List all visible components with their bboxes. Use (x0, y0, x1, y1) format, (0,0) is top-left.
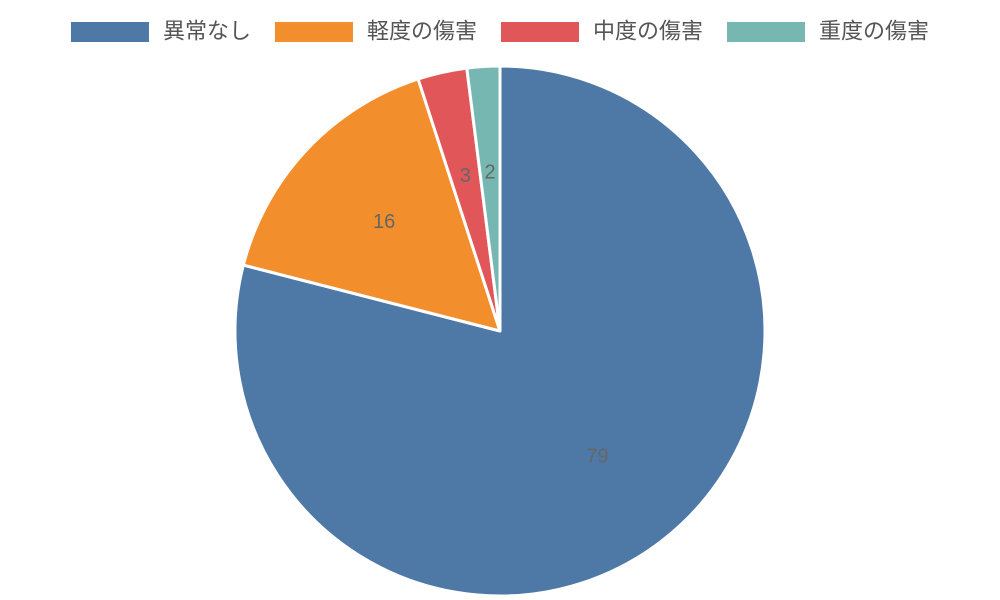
pie-slice-4[interactable] (465, 64, 502, 333)
legend-label-2: 軽度の傷害 (367, 20, 477, 45)
slice-data-label-2: 16 (373, 211, 395, 233)
legend-swatch-4 (727, 22, 806, 42)
slice-data-label-1: 79 (586, 446, 608, 468)
legend-item-4[interactable]: 重度の傷害 (727, 20, 929, 45)
pie-slice-2[interactable] (241, 77, 502, 333)
pie-slices (233, 64, 767, 598)
slice-labels: 79 16 3 2 (373, 161, 609, 467)
legend-swatch-1 (70, 22, 149, 42)
legend-swatch-3 (501, 22, 579, 42)
chart-legend: 異常なし 軽度の傷害 中度の傷害 重度の傷害 (70, 20, 929, 45)
legend-label-1: 異常なし (163, 20, 251, 45)
legend-item-2[interactable]: 軽度の傷害 (274, 20, 477, 45)
slice-data-label-4: 2 (484, 161, 495, 183)
pie-slice-1[interactable] (233, 64, 767, 598)
legend-swatch-2 (274, 22, 353, 42)
legend-item-1[interactable]: 異常なし (70, 20, 251, 45)
slice-data-label-3: 3 (460, 165, 471, 187)
legend-label-3: 中度の傷害 (593, 20, 703, 45)
legend-item-3[interactable]: 中度の傷害 (501, 20, 703, 45)
legend-label-4: 重度の傷害 (819, 20, 929, 45)
